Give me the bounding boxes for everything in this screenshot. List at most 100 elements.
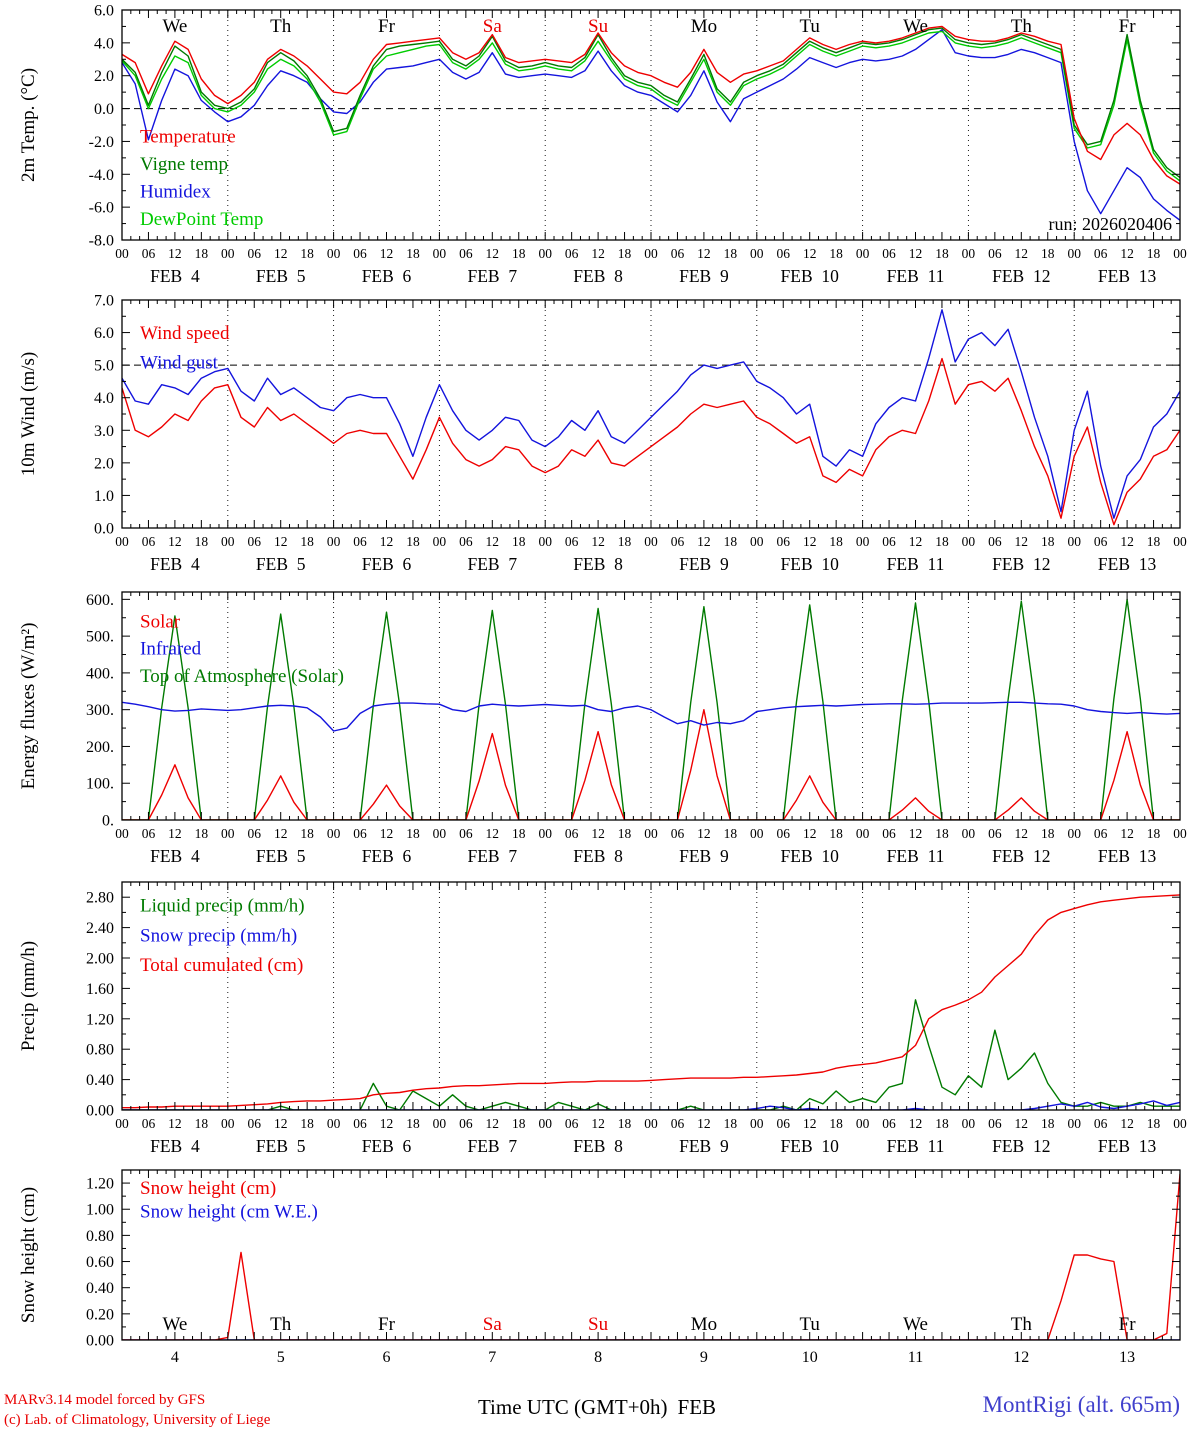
svg-text:06: 06 <box>248 246 262 261</box>
svg-text:Wind speed: Wind speed <box>140 323 230 344</box>
svg-text:00: 00 <box>962 826 976 841</box>
svg-text:FEB 4: FEB 4 <box>150 554 200 574</box>
svg-text:18: 18 <box>1147 246 1161 261</box>
svg-text:06: 06 <box>565 1116 579 1131</box>
svg-text:100.: 100. <box>86 776 114 793</box>
svg-text:18: 18 <box>300 826 314 841</box>
svg-text:Humidex: Humidex <box>140 181 211 202</box>
svg-text:6.0: 6.0 <box>94 325 114 342</box>
svg-text:00: 00 <box>644 246 658 261</box>
svg-text:06: 06 <box>353 1116 367 1131</box>
svg-text:12: 12 <box>274 826 288 841</box>
svg-text:12: 12 <box>168 246 182 261</box>
svg-text:2m Temp. (°C): 2m Temp. (°C) <box>18 68 39 182</box>
svg-text:12: 12 <box>697 246 711 261</box>
svg-text:12: 12 <box>803 1116 817 1131</box>
svg-text:06: 06 <box>459 246 473 261</box>
svg-text:0.20: 0.20 <box>86 1306 114 1323</box>
svg-text:06: 06 <box>142 534 156 549</box>
panel-2m-temperature: -8.0 -6.0 -4.0 -2.0 0.0 2.0 4.0 6.0 2m Temp. (°C… <box>0 0 1194 292</box>
svg-text:7.0: 7.0 <box>94 293 114 310</box>
svg-text:Mo: Mo <box>691 1314 717 1335</box>
svg-text:18: 18 <box>406 1116 420 1131</box>
svg-text:12: 12 <box>697 1116 711 1131</box>
svg-text:FEB 13: FEB 13 <box>1098 266 1157 286</box>
svg-text:18: 18 <box>829 1116 843 1131</box>
svg-text:0.60: 0.60 <box>86 1254 114 1271</box>
svg-text:Snow height (cm W.E.): Snow height (cm W.E.) <box>140 1202 318 1223</box>
svg-text:FEB 13: FEB 13 <box>1098 1136 1157 1156</box>
svg-text:FEB 4: FEB 4 <box>150 1136 200 1156</box>
svg-text:Fr: Fr <box>1119 16 1137 37</box>
svg-text:06: 06 <box>565 826 579 841</box>
svg-text:12: 12 <box>380 246 394 261</box>
svg-text:12: 12 <box>1013 1349 1029 1366</box>
svg-text:FEB 9: FEB 9 <box>679 846 729 866</box>
time-axis-label: Time UTC (GMT+0h) <box>477 1395 668 1419</box>
svg-text:Snow height (cm): Snow height (cm) <box>140 1178 276 1199</box>
svg-text:18: 18 <box>195 246 209 261</box>
svg-text:FEB 10: FEB 10 <box>781 1136 840 1156</box>
svg-text:12: 12 <box>1015 826 1029 841</box>
svg-text:12: 12 <box>380 826 394 841</box>
svg-text:18: 18 <box>406 534 420 549</box>
svg-text:400.: 400. <box>86 665 114 682</box>
svg-text:Top of Atmosphere (Solar): Top of Atmosphere (Solar) <box>140 666 344 687</box>
svg-text:06: 06 <box>459 826 473 841</box>
svg-text:06: 06 <box>882 246 896 261</box>
svg-text:FEB 12: FEB 12 <box>992 554 1050 574</box>
snow-height-chart: 0.00 0.20 0.40 0.60 0.80 1.00 1.20 Snow height … <box>18 1169 1181 1366</box>
svg-text:18: 18 <box>300 534 314 549</box>
svg-text:06: 06 <box>882 1116 896 1131</box>
svg-text:FEB 10: FEB 10 <box>781 846 840 866</box>
panel-snow-height: 0.00 0.20 0.40 0.60 0.80 1.00 1.20 Snow height … <box>0 1162 1194 1388</box>
panel-10m-wind: 0.0 1.0 2.0 3.0 4.0 5.0 6.0 7.0 10m Wind (m/s) 00… <box>0 292 1194 580</box>
svg-text:2.0: 2.0 <box>94 455 114 472</box>
svg-text:12: 12 <box>803 826 817 841</box>
svg-text:18: 18 <box>829 534 843 549</box>
precip-chart: 0.00 0.40 0.80 1.20 1.60 2.00 2.40 2.80 Precip (… <box>18 881 1187 1156</box>
svg-text:12: 12 <box>380 534 394 549</box>
svg-text:FEB 8: FEB 8 <box>573 1136 623 1156</box>
svg-text:00: 00 <box>221 826 235 841</box>
svg-text:18: 18 <box>935 246 949 261</box>
svg-text:12: 12 <box>697 534 711 549</box>
panel-precip: 0.00 0.40 0.80 1.20 1.60 2.00 2.40 2.80 Precip (… <box>0 872 1194 1162</box>
svg-text:00: 00 <box>538 534 552 549</box>
svg-text:18: 18 <box>829 826 843 841</box>
svg-text:18: 18 <box>406 826 420 841</box>
svg-text:06: 06 <box>248 534 262 549</box>
svg-text:12: 12 <box>1120 246 1134 261</box>
svg-text:00: 00 <box>433 534 447 549</box>
svg-text:Mo: Mo <box>691 16 717 37</box>
svg-text:12: 12 <box>591 826 605 841</box>
svg-text:Precip (mm/h): Precip (mm/h) <box>18 941 39 1051</box>
svg-text:Tu: Tu <box>799 16 820 37</box>
svg-text:FEB 5: FEB 5 <box>256 1136 306 1156</box>
svg-text:18: 18 <box>618 826 632 841</box>
svg-text:00: 00 <box>115 1116 129 1131</box>
svg-text:18: 18 <box>724 826 738 841</box>
svg-text:5: 5 <box>277 1349 285 1366</box>
x-axis-title: Time UTC (GMT+0h) FEB <box>478 1395 716 1420</box>
svg-text:FEB 13: FEB 13 <box>1098 846 1157 866</box>
svg-text:00: 00 <box>856 826 870 841</box>
model-credits: MARv3.14 model forced by GFS (c) Lab. of… <box>4 1391 270 1430</box>
model-credit-line1: MARv3.14 model forced by GFS <box>4 1392 206 1408</box>
svg-text:0.0: 0.0 <box>94 521 114 538</box>
svg-text:06: 06 <box>777 246 791 261</box>
footer: MARv3.14 model forced by GFS (c) Lab. of… <box>0 1388 1194 1440</box>
svg-text:06: 06 <box>882 534 896 549</box>
svg-text:8: 8 <box>594 1349 602 1366</box>
svg-text:Snow height (cm): Snow height (cm) <box>18 1187 39 1323</box>
svg-text:FEB 8: FEB 8 <box>573 266 623 286</box>
svg-text:Tu: Tu <box>799 1314 820 1335</box>
svg-text:FEB 6: FEB 6 <box>362 266 412 286</box>
svg-text:FEB 6: FEB 6 <box>362 1136 412 1156</box>
svg-text:FEB 4: FEB 4 <box>150 846 200 866</box>
svg-text:1.00: 1.00 <box>86 1202 114 1219</box>
svg-text:06: 06 <box>1094 246 1108 261</box>
svg-text:4.0: 4.0 <box>94 390 114 407</box>
svg-text:6: 6 <box>383 1349 391 1366</box>
